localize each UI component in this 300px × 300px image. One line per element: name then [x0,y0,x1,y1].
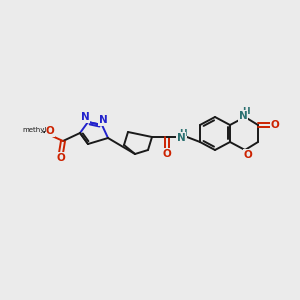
Text: N: N [99,115,107,125]
Text: H: H [179,128,187,137]
Text: O: O [271,120,279,130]
Text: O: O [163,149,171,159]
Text: O: O [244,150,252,160]
Text: N: N [238,111,247,121]
Text: N: N [177,133,185,143]
Text: O: O [57,153,65,163]
Text: O: O [46,126,54,136]
Text: methyl: methyl [23,127,47,133]
Text: H: H [242,106,250,116]
Text: N: N [81,112,89,122]
